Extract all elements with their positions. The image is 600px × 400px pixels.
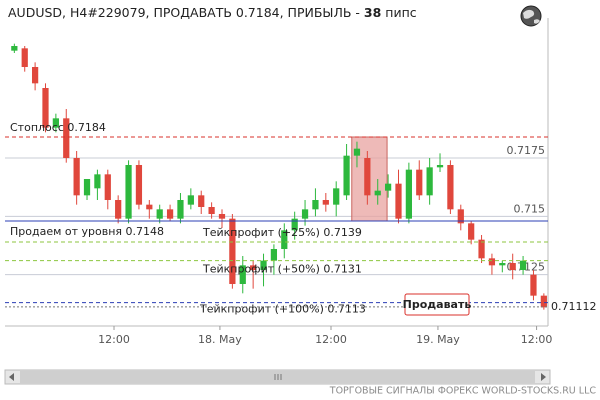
candle-body (135, 165, 143, 205)
candle-body (499, 263, 506, 266)
candle-body (146, 204, 153, 210)
candle-body (291, 218, 298, 231)
candle-body (447, 165, 454, 210)
candle-body (239, 265, 246, 284)
candle-body (94, 174, 101, 189)
candle-body (52, 118, 59, 128)
x-tick-label: 12:00 (521, 333, 553, 346)
candle-body (156, 209, 163, 219)
candle-body (42, 88, 49, 128)
candle-body (322, 200, 329, 205)
candle-body (436, 165, 444, 168)
candle-body (177, 200, 184, 219)
candle-body (509, 263, 516, 270)
candle-body (218, 214, 226, 219)
scrollbar[interactable] (4, 369, 551, 385)
candle-body (104, 174, 111, 200)
level-label: Тейкпрофит (+100%) 0.7113 (199, 303, 366, 316)
candle-body (21, 48, 28, 67)
globe-icon[interactable] (520, 5, 542, 27)
candle-body (83, 179, 91, 196)
candle-body (405, 169, 412, 219)
candle-body (416, 169, 423, 196)
candle-body (187, 195, 194, 205)
title-text: AUDUSD, H4#229079, ПРОДАВАТЬ 0.7184, ПРИ… (8, 5, 360, 20)
candle-body (519, 260, 527, 270)
x-tick-label: 19. May (416, 333, 460, 346)
candle-body (301, 209, 309, 219)
candle-body (374, 190, 381, 196)
level-label: Тейкпрофит (+25%) 0.7139 (202, 226, 362, 239)
candle-body (11, 46, 18, 51)
candle-body (166, 209, 174, 219)
candle-body (115, 200, 122, 219)
candle-body (468, 223, 475, 240)
candle-body (198, 195, 205, 207)
x-tick-label: 12:00 (98, 333, 130, 346)
candle-body (353, 148, 361, 156)
candle-body (281, 230, 288, 249)
signal-box (404, 293, 470, 316)
footer: ТОРГОВЫЕ СИГНАЛЫ ФОРЕКС WORLD-STOCKS.RU … (329, 386, 597, 397)
chart-title: AUDUSD, H4#229079, ПРОДАВАТЬ 0.7184, ПРИ… (8, 5, 417, 20)
candle-body (457, 209, 464, 224)
candle-body (260, 260, 267, 270)
profit-unit: пипс (385, 5, 416, 20)
candle-body (125, 165, 132, 219)
candle-body (73, 158, 80, 196)
candle-body (229, 218, 236, 284)
level-label: Продаем от уровня 0.7148 (10, 225, 164, 238)
candle-body (208, 207, 215, 214)
candle-body (384, 183, 392, 191)
profit: 38 (364, 5, 381, 20)
candle-body (312, 200, 319, 210)
candle-body (530, 274, 537, 296)
candle-body (343, 155, 350, 196)
candle-body (333, 188, 340, 205)
y-tick-label: 0.7175 (507, 144, 546, 157)
candle-body (488, 258, 496, 266)
candle-body (250, 265, 257, 270)
x-tick-label: 18. May (198, 333, 242, 346)
candle-body (63, 118, 70, 158)
candle-body (364, 158, 371, 196)
signal-label: Продавать (403, 298, 472, 311)
x-tick-label: 12:00 (315, 333, 347, 346)
candle-body (426, 167, 433, 196)
candle-body (478, 239, 485, 259)
level-label: Тейкпрофит (+50%) 0.7131 (202, 263, 362, 276)
candle-body (540, 295, 547, 308)
last-price-label: 0.71112 (551, 300, 597, 313)
candle-body (31, 67, 39, 84)
candle-body (270, 249, 278, 261)
y-tick-label: 0.715 (514, 202, 546, 215)
signal-badge: Продавать (403, 293, 472, 316)
candle-body (395, 183, 402, 219)
level-label: Стоплосс 0.7184 (10, 121, 106, 134)
